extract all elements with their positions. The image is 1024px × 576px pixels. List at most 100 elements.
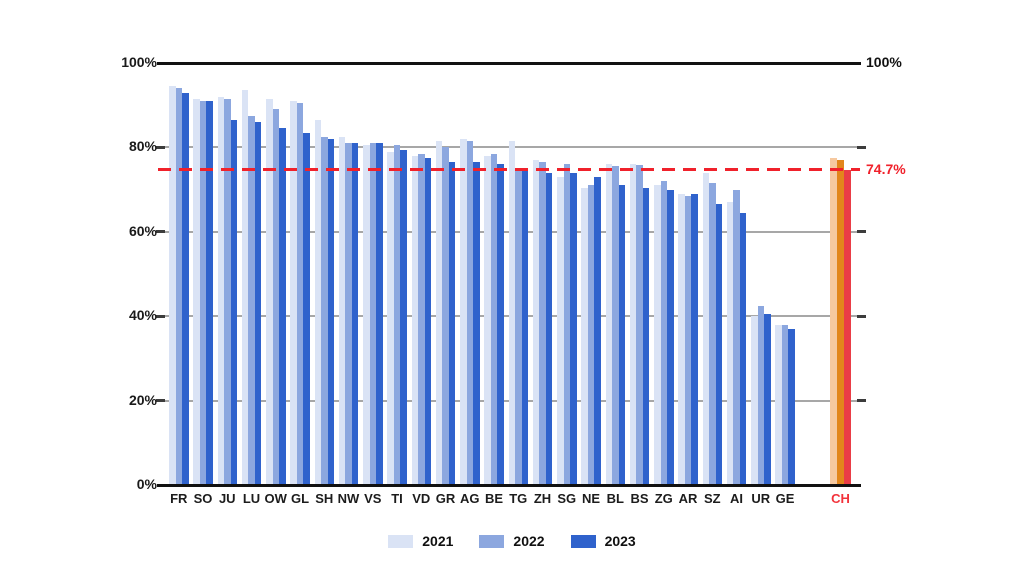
legend-label-2022: 2022 xyxy=(513,533,545,549)
bar-UR-2021 xyxy=(751,316,758,485)
bar-NW-2023 xyxy=(351,143,359,485)
x-axis-label-AR: AR xyxy=(678,491,698,506)
bar-group-SZ: SZ xyxy=(702,63,722,506)
bar-BE-2023 xyxy=(497,164,504,485)
bar-GL-2022 xyxy=(296,103,304,485)
bar-TG-2023 xyxy=(521,168,528,485)
legend-swatch-2023 xyxy=(570,534,596,548)
bar-ZH-2023 xyxy=(545,172,553,485)
y-tick-right xyxy=(857,145,866,149)
bar-CH-2021 xyxy=(830,157,837,485)
bar-AG-2021 xyxy=(460,138,467,485)
x-axis-line xyxy=(157,483,861,487)
x-axis-label-SZ: SZ xyxy=(703,491,721,506)
bar-group-AI: AI xyxy=(726,63,747,506)
x-axis-label-AG: AG xyxy=(460,491,480,506)
legend-item-2023: 2023 xyxy=(570,533,636,549)
bar-FR-2022 xyxy=(175,88,182,485)
bar-TG-2021 xyxy=(508,141,515,485)
y-tick-left xyxy=(156,399,165,403)
x-axis-label-FR: FR xyxy=(170,491,188,506)
bar-GL-2023 xyxy=(303,132,310,485)
x-axis-label-NW: NW xyxy=(337,491,360,506)
bar-AI-2023 xyxy=(739,212,747,485)
bar-group-SO: SO xyxy=(193,63,213,506)
bar-group-SG: SG xyxy=(557,63,577,506)
x-axis-label-GR: GR xyxy=(435,491,456,506)
bar-AG-2023 xyxy=(473,162,480,485)
right-axis-label: 100% xyxy=(866,54,902,70)
bar-BL-2021 xyxy=(605,164,612,485)
bar-group-AG: AG xyxy=(460,63,480,506)
y-axis-tick-label: 0% xyxy=(136,476,157,492)
bar-group-JU: JU xyxy=(217,63,237,506)
x-axis-label-LU: LU xyxy=(242,491,261,506)
reference-line-label: 74.7% xyxy=(866,160,906,177)
bar-ZH-2022 xyxy=(539,162,546,485)
bar-SO-2021 xyxy=(193,98,200,485)
bar-BL-2022 xyxy=(612,166,619,485)
bar-GE-2021 xyxy=(775,324,782,485)
bar-BS-2023 xyxy=(642,187,650,485)
bar-group-ZH: ZH xyxy=(532,63,553,506)
bar-BS-2021 xyxy=(629,164,637,485)
x-axis-label-AI: AI xyxy=(730,491,743,506)
reference-line xyxy=(158,168,860,172)
bar-group-BE: BE xyxy=(484,63,504,506)
bar-NE-2023 xyxy=(594,176,601,485)
bar-groups: FR SO JU LU OW GL SH NW VS TI VD GR AG BE TG ZH SG NE BL BS… xyxy=(169,63,795,506)
bar-group-BL: BL xyxy=(605,63,625,506)
y-tick-right xyxy=(857,230,866,234)
top-axis-line xyxy=(157,61,861,65)
bar-group-VS: VS xyxy=(363,63,383,506)
bar-TI-2023 xyxy=(400,149,407,485)
x-axis-label-CH: CH xyxy=(831,491,850,506)
bar-SG-2023 xyxy=(570,172,577,485)
bar-VD-2021 xyxy=(411,155,418,485)
legend: 2021 2022 2023 xyxy=(0,533,1024,549)
bar-JU-2021 xyxy=(217,96,224,485)
x-axis-label-ZG: ZG xyxy=(654,491,673,506)
bar-group-NW: NW xyxy=(338,63,359,506)
bar-GR-2022 xyxy=(442,147,449,485)
bar-GR-2023 xyxy=(448,162,456,485)
x-axis-label-BE: BE xyxy=(484,491,504,506)
bar-SH-2023 xyxy=(327,138,334,485)
bar-AI-2021 xyxy=(726,202,734,485)
bar-CH-2022 xyxy=(837,160,844,485)
bar-AR-2022 xyxy=(684,195,692,485)
bar-group-VD: VD xyxy=(411,63,431,506)
bar-ZG-2023 xyxy=(667,189,674,485)
bar-group-NE: NE xyxy=(581,63,601,506)
bar-FR-2021 xyxy=(169,86,176,485)
legend-label-2023: 2023 xyxy=(604,533,636,549)
y-tick-right xyxy=(857,399,866,403)
x-axis-label-SO: SO xyxy=(193,491,213,506)
legend-swatch-2021 xyxy=(388,534,414,548)
x-axis-label-ZH: ZH xyxy=(533,491,552,506)
bar-AI-2022 xyxy=(733,189,740,485)
bar-group-GL: GL xyxy=(290,63,310,506)
bar-GR-2021 xyxy=(435,141,443,485)
y-tick-right xyxy=(857,314,866,318)
bar-group-FR: FR xyxy=(169,63,189,506)
legend-item-2021: 2021 xyxy=(388,533,453,549)
bar-LU-2021 xyxy=(241,90,249,485)
bar-UR-2022 xyxy=(757,305,764,485)
x-axis-label-BS: BS xyxy=(630,491,649,506)
bar-JU-2022 xyxy=(224,98,231,485)
bar-NW-2022 xyxy=(345,143,352,485)
plot-area: FR SO JU LU OW GL SH NW VS TI VD GR AG BE TG ZH SG NE BL BS… xyxy=(165,63,857,506)
bar-FR-2023 xyxy=(182,92,189,485)
bar-GE-2023 xyxy=(788,328,795,485)
legend-swatch-2022 xyxy=(479,534,505,548)
bar-SG-2021 xyxy=(557,176,564,485)
x-axis-label-UR: UR xyxy=(751,491,771,506)
y-axis-tick-label: 100% xyxy=(121,54,157,70)
bar-group-TI: TI xyxy=(387,63,407,506)
bar-SZ-2023 xyxy=(715,204,722,485)
bar-group-SH: SH xyxy=(314,63,334,506)
bar-GL-2021 xyxy=(290,100,297,485)
y-axis-tick-label: 20% xyxy=(128,391,157,408)
